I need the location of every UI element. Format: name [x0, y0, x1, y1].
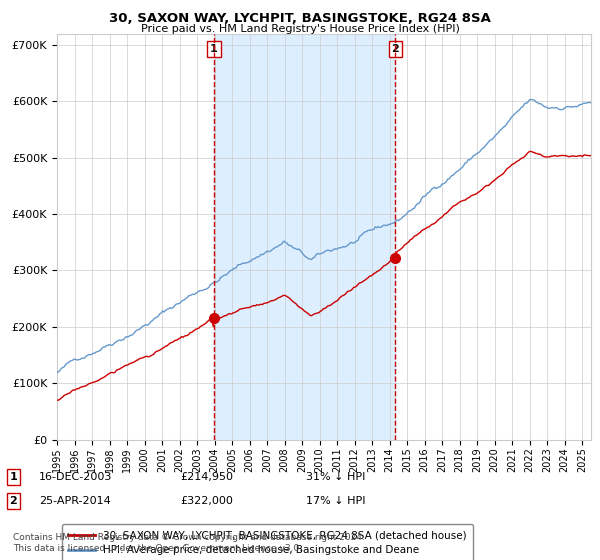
Text: 2: 2: [10, 496, 17, 506]
Text: 1: 1: [210, 44, 218, 54]
Text: 30, SAXON WAY, LYCHPIT, BASINGSTOKE, RG24 8SA: 30, SAXON WAY, LYCHPIT, BASINGSTOKE, RG2…: [109, 12, 491, 25]
Bar: [214, 34, 395, 440]
Text: 2: 2: [391, 44, 399, 54]
Text: £322,000: £322,000: [180, 496, 233, 506]
Legend: 30, SAXON WAY, LYCHPIT, BASINGSTOKE, RG24 8SA (detached house), HPI: Average pri: 30, SAXON WAY, LYCHPIT, BASINGSTOKE, RG2…: [62, 524, 473, 560]
Text: 25-APR-2014: 25-APR-2014: [39, 496, 111, 506]
Text: 16-DEC-2003: 16-DEC-2003: [39, 472, 112, 482]
Text: 17% ↓ HPI: 17% ↓ HPI: [306, 496, 365, 506]
Text: 31% ↓ HPI: 31% ↓ HPI: [306, 472, 365, 482]
Text: £214,950: £214,950: [180, 472, 233, 482]
Text: 1: 1: [10, 472, 17, 482]
Text: Price paid vs. HM Land Registry's House Price Index (HPI): Price paid vs. HM Land Registry's House …: [140, 24, 460, 34]
Text: Contains HM Land Registry data © Crown copyright and database right 2024.
This d: Contains HM Land Registry data © Crown c…: [13, 533, 365, 553]
